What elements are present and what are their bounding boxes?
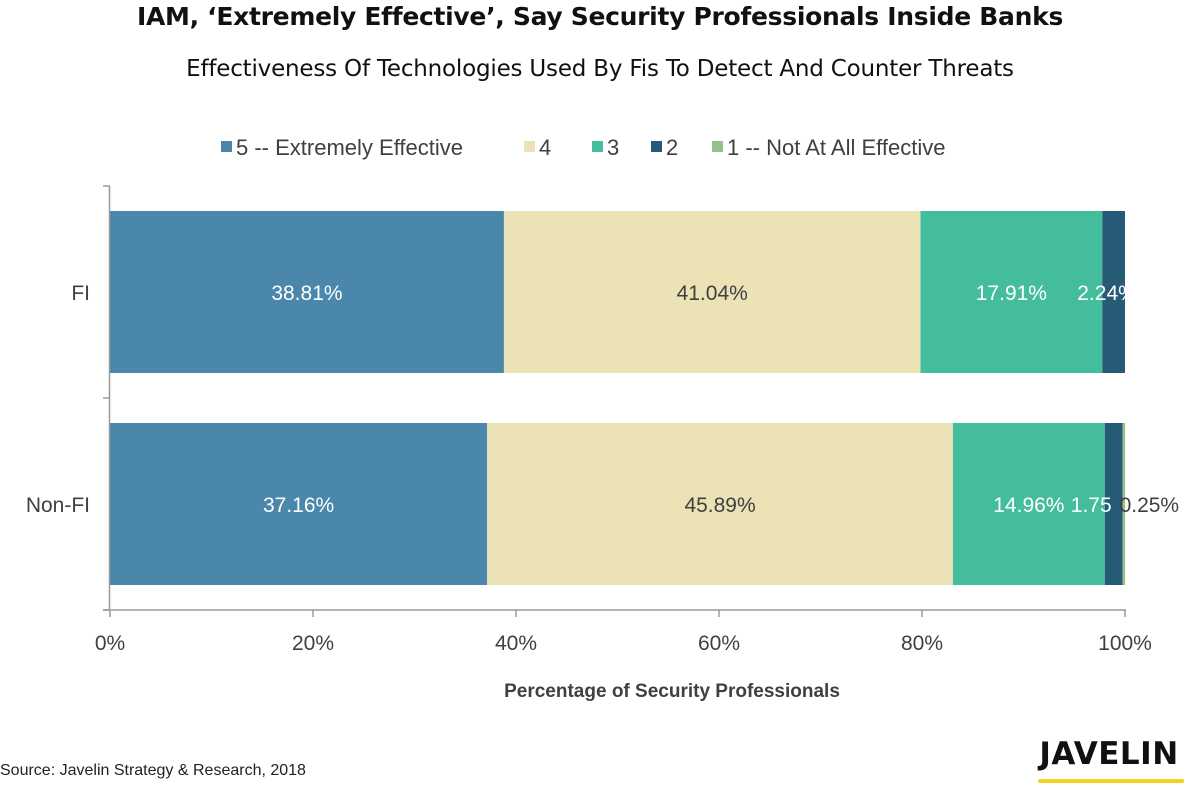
bar-segment-non-fi-5-extremely-effective (110, 423, 488, 585)
legend-swatch (592, 141, 603, 152)
legend-item-1-not-at-all-effective: 1 -- Not At All Effective (712, 135, 945, 160)
x-tick-label: 20% (292, 632, 334, 655)
legend-item-3: 3 (592, 135, 619, 160)
data-label: 37.16% (263, 494, 334, 517)
bar-segment-fi-2 (1102, 211, 1125, 373)
legend-label: 5 -- Extremely Effective (236, 135, 463, 160)
legend-label: 4 (539, 135, 551, 160)
source-note: Source: Javelin Strategy & Research, 201… (0, 762, 306, 779)
bar-group-non-fi: 37.16% 45.89% 14.96% 1.75 0.25% (110, 423, 1179, 585)
y-tick-label-non-fi: Non-FI (26, 494, 90, 517)
data-label: 17.91% (976, 282, 1047, 305)
data-label: 1.75 (1071, 494, 1112, 517)
bar-segment-non-fi-4 (487, 423, 953, 585)
data-label: 41.04% (677, 282, 748, 305)
data-label: 14.96% (993, 494, 1064, 517)
legend-label: 1 -- Not At All Effective (727, 135, 945, 160)
chart-subtitle: Effectiveness Of Technologies Used By Fi… (186, 56, 1014, 82)
bar-segment-non-fi-3 (952, 423, 1105, 585)
axes: FI Non-FI 0% 20% 40% 60% 80% 100% (26, 185, 1152, 655)
chart-title: IAM, ‘Extremely Effective’, Say Security… (136, 2, 1064, 31)
legend-label: 2 (666, 135, 678, 160)
logo-underline (1038, 779, 1184, 783)
bars: 38.81% 41.04% 17.91% 2.24% 37.16% 45.89% 14.96… (110, 211, 1179, 585)
bar-segment-non-fi-2 (1104, 423, 1123, 585)
x-tick-label: 40% (495, 632, 537, 655)
legend-item-2: 2 (651, 135, 678, 160)
logo-text: JAVELIN (1039, 736, 1179, 772)
bar-group-fi: 38.81% 41.04% 17.91% 2.24% (110, 211, 1137, 373)
legend-swatch (712, 141, 723, 152)
data-label: 0.25% (1120, 494, 1180, 517)
bar-segment-fi-5-extremely-effective (110, 211, 504, 373)
bar-segment-fi-3 (920, 211, 1103, 373)
legend-swatch (221, 141, 232, 152)
bar-segment-non-fi-1-not-at-all-effective (1122, 423, 1126, 585)
data-label: 38.81% (271, 282, 342, 305)
legend: 5 -- Extremely Effective 4 3 2 1 -- Not At A… (221, 135, 945, 160)
x-tick-label: 80% (901, 632, 943, 655)
y-tick-label-fi: FI (71, 282, 90, 305)
x-tick-label: 60% (698, 632, 740, 655)
legend-label: 3 (607, 135, 619, 160)
x-tick-label: 100% (1098, 632, 1152, 655)
data-label: 2.24% (1077, 282, 1137, 305)
legend-swatch (524, 141, 535, 152)
legend-item-4: 4 (524, 135, 551, 160)
x-tick-label: 0% (95, 632, 125, 655)
bar-segment-fi-4 (503, 211, 921, 373)
data-label: 45.89% (684, 494, 755, 517)
javelin-logo: JAVELIN (1028, 736, 1190, 786)
legend-swatch (651, 141, 662, 152)
x-axis-label: Percentage of Security Professionals (504, 681, 840, 702)
legend-item-5-extremely-effective: 5 -- Extremely Effective (221, 135, 463, 160)
